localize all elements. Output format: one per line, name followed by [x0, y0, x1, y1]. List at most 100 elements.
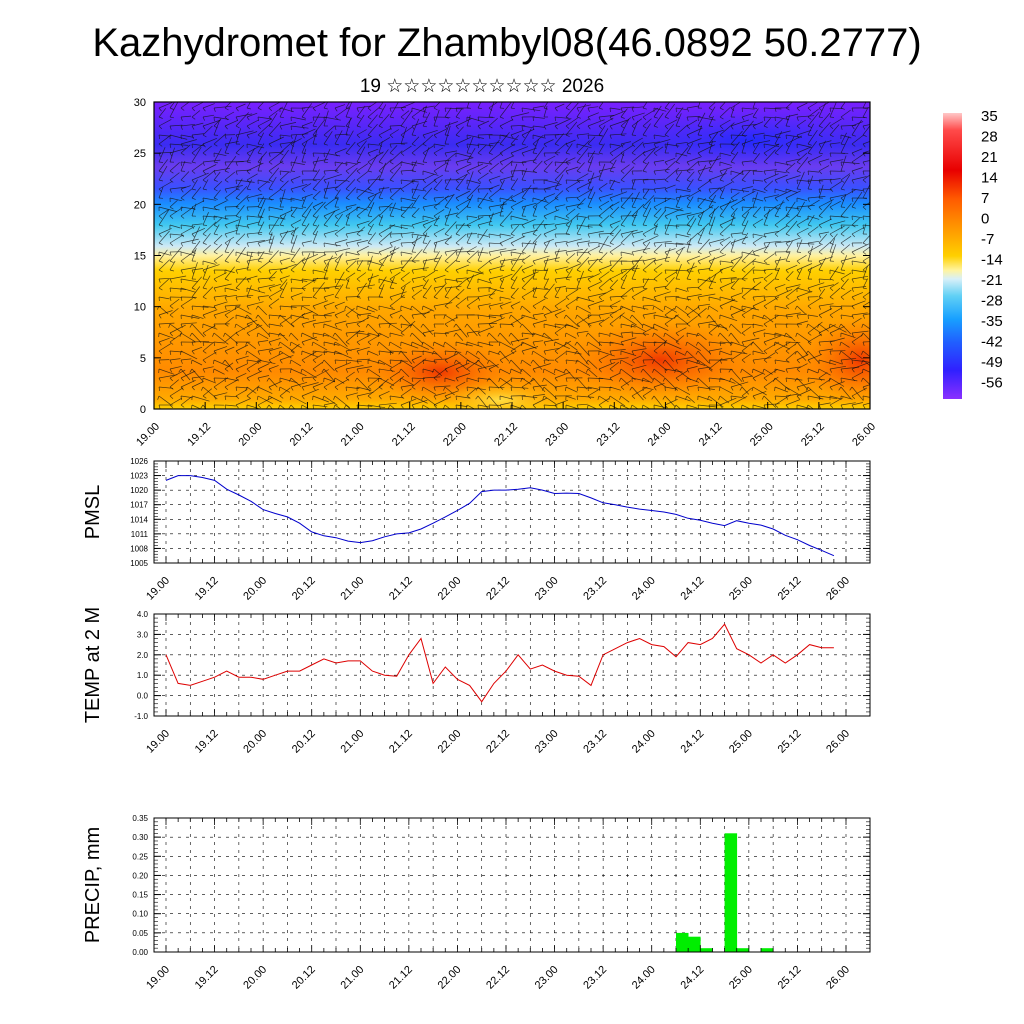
wind-barb [598, 233, 614, 235]
wind-barb [851, 317, 862, 325]
wind-barb-flag [576, 170, 581, 174]
wind-barb-flag [664, 278, 669, 282]
wind-barb-flag [191, 242, 196, 245]
wind-barb-flag [433, 296, 438, 300]
wind-barb [455, 395, 470, 399]
wind-barb-flag [499, 305, 503, 310]
wind-barb [257, 340, 269, 343]
wind-barb [466, 232, 473, 244]
wind-barb-flag [389, 161, 394, 165]
wind-barb-flag [664, 107, 669, 110]
wind-barb [774, 213, 790, 226]
wind-barb-flag [576, 395, 579, 400]
wind-barb-flag [499, 386, 504, 390]
wind-barb-flag [697, 260, 701, 265]
wind-barb [499, 378, 512, 388]
wind-barb-flag [652, 305, 655, 310]
wind-barb [576, 147, 589, 163]
wind-barb-flag [180, 386, 184, 391]
wind-barb [785, 377, 803, 381]
wind-barb [697, 227, 705, 244]
wind-barb-flag [532, 269, 535, 274]
wind-barb [312, 300, 329, 307]
wind-barb [213, 392, 228, 397]
wind-barb [323, 152, 341, 157]
wind-barb-flag [256, 395, 259, 400]
wind-barb-flag [620, 107, 623, 112]
wind-barb [499, 102, 503, 109]
wind-barb [235, 398, 251, 406]
pmsl-ylabel: PMSL [82, 485, 104, 539]
wind-barb-flag [486, 377, 490, 382]
wind-barb-flag [565, 152, 570, 155]
wind-barb [455, 341, 473, 347]
wind-barb-flag [675, 359, 679, 364]
wind-barb [488, 203, 507, 208]
wind-barb [653, 112, 664, 127]
wind-barb [169, 162, 180, 172]
wind-barb [433, 215, 440, 226]
wind-barb-flag [202, 341, 205, 346]
wind-barb-flag [620, 341, 624, 346]
wind-barb-flag [840, 188, 845, 191]
wind-barb-flag [587, 377, 590, 382]
wind-barb-flag [411, 152, 416, 156]
wind-barb-flag [279, 260, 283, 265]
wind-barb-flag [794, 305, 798, 310]
wind-barb-flag [400, 215, 405, 219]
cs-x-tick-label: 19.12 [185, 421, 213, 449]
wind-barb-flag [356, 116, 361, 119]
wind-barb-flag [851, 107, 854, 112]
wind-barb [400, 110, 410, 118]
wind-barb [455, 126, 464, 136]
wind-barb-flag [554, 152, 559, 156]
wind-barb [290, 156, 298, 172]
wind-barb-flag [475, 395, 479, 400]
wind-barb [235, 386, 249, 389]
wind-barb-flag [521, 242, 524, 247]
wind-barb [554, 384, 568, 388]
wind-barb-flag [510, 395, 513, 400]
wind-barb-flag [344, 305, 347, 310]
wind-barb-flag [642, 170, 647, 173]
wind-barb [455, 297, 467, 307]
wind-barb [719, 296, 738, 302]
wind-barb-flag [266, 404, 270, 409]
wind-barb-flag [774, 287, 778, 292]
wind-barb-flag [411, 377, 414, 382]
wind-barb-flag [389, 359, 392, 364]
wind-barb [697, 198, 706, 208]
wind-barb [576, 305, 591, 314]
wind-barb-flag [574, 350, 578, 355]
wind-barb [356, 260, 364, 271]
wind-barb-flag [620, 206, 625, 210]
wind-barb-flag [158, 215, 163, 219]
wind-barb [741, 266, 755, 280]
wind-barb-flag [169, 305, 174, 309]
wind-barb [543, 122, 558, 127]
wind-barb-flag [794, 377, 798, 382]
wind-barb-flag [169, 251, 172, 256]
wind-barb [741, 186, 753, 190]
wind-barb-flag [499, 170, 504, 174]
wind-barb-flag [191, 386, 195, 391]
wind-barb [411, 249, 423, 262]
wind-barb-flag [510, 224, 513, 229]
wind-barb-flag [521, 296, 526, 300]
wind-barb-flag [840, 215, 845, 218]
wind-barb [642, 386, 654, 391]
wind-barb [279, 387, 291, 397]
wind-barb [356, 366, 372, 370]
wind-barb-flag [202, 233, 207, 237]
wind-barb [774, 284, 786, 289]
wind-barb-flag [728, 332, 732, 337]
wind-barb [510, 178, 519, 190]
wind-barb-flag [807, 341, 812, 346]
wind-barb [499, 368, 511, 375]
cs-x-tick-label: 21.00 [339, 421, 367, 449]
wind-barb [620, 229, 638, 235]
wind-barb-flag [752, 305, 756, 310]
wind-barb-flag [180, 359, 183, 364]
wind-barb-flag [763, 170, 766, 175]
